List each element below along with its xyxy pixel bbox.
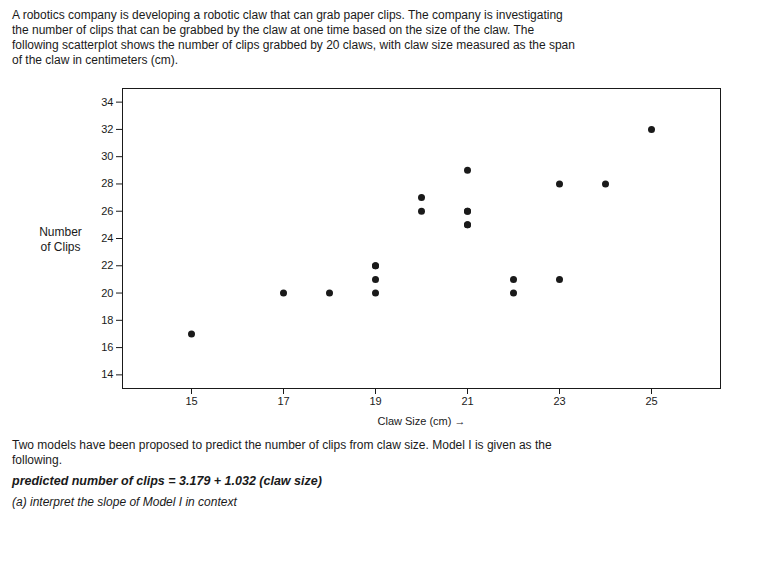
html-text:Two models have been proposed: Two models have been proposed to predict…: [12, 438, 552, 467]
html-text:predicted number of clips = 3.: predicted number of clips = 3.179 + 1.03…: [12, 474, 322, 488]
svg-text:17: 17: [277, 395, 289, 407]
svg-text:15: 15: [185, 395, 197, 407]
svg-text:23: 23: [553, 395, 565, 407]
svg-text:32: 32: [101, 123, 113, 135]
svg-text:21: 21: [461, 395, 473, 407]
svg-text:28: 28: [101, 177, 113, 189]
svg-text:20: 20: [101, 287, 113, 299]
html-text:(a) interpret the slope of Mod: (a) interpret the slope of Model I in co…: [12, 495, 237, 509]
svg-text:25: 25: [645, 395, 657, 407]
svg-text:24: 24: [101, 232, 113, 244]
svg-text:26: 26: [101, 205, 113, 217]
svg-text:16: 16: [101, 341, 113, 353]
svg-text:22: 22: [101, 259, 113, 271]
svg-text:Claw Size (cm) →: Claw Size (cm) →: [377, 415, 465, 427]
svg-text:34: 34: [101, 96, 113, 108]
svg-text:30: 30: [101, 150, 113, 162]
svg-text:14: 14: [101, 368, 113, 380]
html-text:A robotics company is developi: A robotics company is developing a robot…: [12, 8, 575, 67]
svg-text:19: 19: [369, 395, 381, 407]
svg-text:18: 18: [101, 314, 113, 326]
svg-text:Numberof Clips: Numberof Clips: [39, 225, 82, 255]
